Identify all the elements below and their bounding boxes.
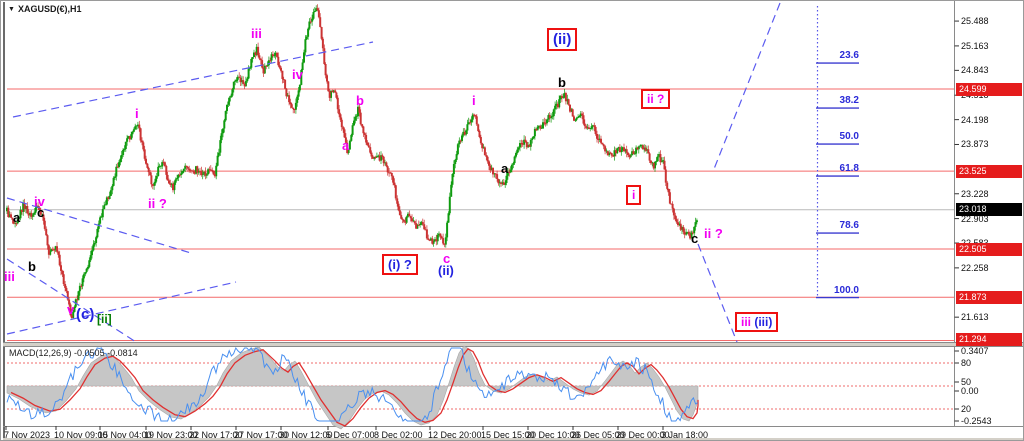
price-axis-tick: 24.843 — [961, 65, 989, 76]
wave-label-boxed[interactable]: ii ? — [641, 89, 671, 109]
macd-value-2: -0.0814 — [107, 348, 138, 358]
wave-label-boxed[interactable]: iii (iii) — [735, 312, 779, 332]
candle-bodies-up — [6, 8, 698, 318]
wave-label[interactable]: ii ? — [148, 196, 167, 211]
wave-label-boxed[interactable]: (i) ? — [382, 254, 418, 275]
price-axis-tick: 21.613 — [961, 312, 989, 323]
wave-label[interactable]: iii — [251, 26, 262, 41]
panel-separator[interactable] — [3, 346, 1024, 347]
time-axis-label: 29 Dec 00:00 — [616, 430, 670, 440]
fib-level-label: 23.6 — [839, 50, 859, 62]
price-axis-tick: 22.903 — [961, 213, 989, 224]
time-axis-label: 7 Nov 2023 — [4, 430, 51, 440]
macd-axis-label: 0.00 — [961, 386, 979, 396]
oscillator-line — [6, 346, 699, 422]
fib-level-label: 78.6 — [839, 220, 859, 232]
time-axis-label: 12 Dec 20:00 — [428, 430, 482, 440]
time-axis-label: 15 Nov 04:00 — [98, 430, 152, 440]
wave-label[interactable]: ii ? — [704, 226, 723, 241]
wave-label[interactable]: (ii) — [438, 263, 454, 278]
wave-label[interactable]: b — [28, 259, 36, 274]
macd-axis-label: 20 — [961, 404, 972, 414]
price-axis-tick: 25.163 — [961, 40, 989, 51]
wave-label[interactable]: c — [443, 251, 451, 266]
macd-value-1: -0.0505 — [74, 348, 105, 358]
price-level-badge: 24.599 — [956, 82, 1022, 96]
wave-label[interactable]: c — [37, 205, 45, 220]
wave-label[interactable]: (c) — [76, 306, 95, 323]
macd-axis-label: 50 — [961, 377, 972, 387]
price-level-badge: 23.525 — [956, 164, 1022, 178]
fib-level-label: 50.0 — [839, 131, 859, 142]
time-axis-label: 8 Dec 02:00 — [374, 430, 423, 440]
trendline[interactable] — [6, 197, 192, 254]
wave-label[interactable]: c — [691, 231, 699, 246]
wave-label-part: (iii) — [751, 315, 773, 329]
wave-label-part: (i) ? — [388, 257, 412, 272]
price-axis-tick: 24.198 — [961, 114, 989, 125]
wave-label[interactable]: a — [13, 210, 21, 225]
time-axis-label: 5 Dec 07:00 — [326, 430, 375, 440]
price-axis-tick: 23.873 — [961, 139, 989, 150]
macd-signal-line — [10, 347, 699, 427]
time-axis-label: 19 Nov 23:00 — [144, 430, 198, 440]
macd-name: MACD(12,26,9) — [9, 348, 72, 358]
panel-separator-band[interactable] — [3, 343, 1024, 346]
current-price-badge: 23.018 — [956, 203, 1022, 217]
wave-label-boxed[interactable]: (ii) — [547, 28, 578, 51]
panel-left-border — [3, 2, 5, 440]
panel-separator[interactable] — [3, 342, 1024, 343]
time-axis-label: 3 Jan 18:00 — [661, 430, 709, 440]
symbol-timeframe-text: XAGUSD(€),H1 — [17, 4, 82, 14]
macd-axis-label: 0.3407 — [961, 346, 989, 356]
wave-label-part: iii — [741, 315, 752, 329]
wave-label[interactable]: iv — [292, 67, 303, 82]
time-axis-label: 30 Nov 12:00 — [279, 430, 333, 440]
wave-label[interactable]: iii — [4, 269, 15, 284]
trendline[interactable] — [12, 41, 374, 118]
macd-indicator-label: MACD(12,26,9) -0.0505 -0.0814 — [9, 348, 138, 358]
wave-label[interactable]: b — [356, 93, 364, 108]
price-level-badge: 21.873 — [956, 290, 1022, 304]
trendline[interactable] — [697, 243, 738, 343]
price-axis-tick: 25.488 — [961, 16, 989, 27]
wave-label[interactable]: [ii] — [97, 312, 112, 326]
time-axis-label: 26 Dec 05:00 — [571, 430, 625, 440]
wave-label[interactable]: a — [342, 138, 350, 153]
macd-histogram — [6, 345, 699, 430]
price-axis-tick: 23.228 — [961, 188, 989, 199]
macd-axis-label: -0.2543 — [961, 416, 992, 426]
price-level-badge: 21.294 — [956, 332, 1022, 346]
time-axis-label: 20 Dec 10:00 — [526, 430, 580, 440]
price-level-badge: 22.505 — [956, 242, 1022, 256]
time-axis-label: 15 Dec 15:00 — [481, 430, 535, 440]
wave-label-part: ii ? — [647, 92, 665, 106]
wave-label[interactable]: a — [501, 161, 509, 176]
fib-level-label: 38.2 — [839, 95, 859, 107]
wave-label-part: i — [632, 188, 636, 202]
fib-level-label: 61.8 — [839, 163, 859, 175]
wave-label[interactable]: i — [135, 106, 139, 121]
symbol-label: ▼ XAGUSD(€),H1 — [8, 4, 81, 14]
price-axis-tick: 22.258 — [961, 262, 989, 273]
fib-level-label: 100.0 — [833, 284, 859, 296]
wave-label[interactable]: v — [67, 302, 75, 317]
trendline[interactable] — [6, 281, 237, 335]
time-axis-label: 27 Nov 17:00 — [234, 430, 288, 440]
chart-collapse-icon[interactable]: ▼ — [8, 6, 15, 13]
time-axis-label: 10 Nov 09:00 — [54, 430, 108, 440]
wave-label[interactable]: i — [472, 93, 476, 108]
macd-axis-label: 80 — [961, 358, 972, 368]
trendline[interactable] — [713, 2, 781, 170]
wave-label[interactable]: b — [558, 75, 566, 90]
bottom-strip — [3, 438, 1023, 440]
wave-label[interactable]: iv — [34, 194, 45, 209]
candle-bodies-down — [7, 8, 694, 318]
wave-label-boxed[interactable]: i — [626, 185, 642, 205]
wave-label-part: (ii) — [553, 31, 572, 48]
time-axis-label: 22 Nov 17:00 — [189, 430, 243, 440]
